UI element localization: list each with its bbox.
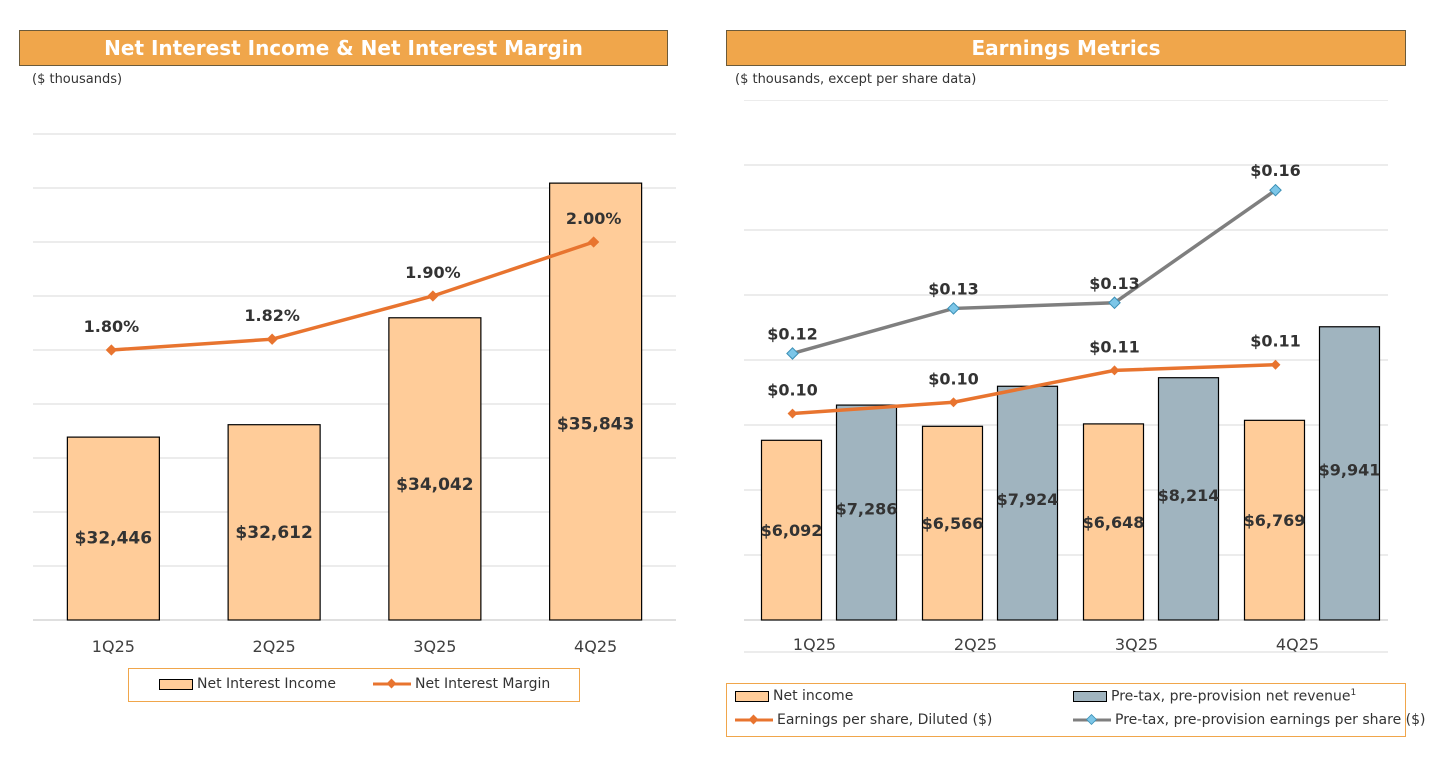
left-chart-subtitle: ($ thousands) — [32, 72, 123, 87]
pp-eps-value-label: $0.16 — [1250, 161, 1301, 180]
right-labels: $6,092 $7,286 1Q25 $6,566 $7,924 2Q25 $6,648 $8… — [761, 161, 1381, 654]
bar-net-income — [760, 439, 823, 621]
x-tick-label: 4Q25 — [574, 637, 617, 656]
pp-eps-marker — [1108, 296, 1121, 310]
bar-net-interest-income — [549, 182, 643, 621]
bar-value-label: $32,446 — [75, 529, 152, 549]
left-chart-plot: $32,446 1Q25 $32,612 2Q25 $34,042 3Q25 $35,843… — [33, 133, 676, 656]
pp-eps-marker — [786, 347, 799, 360]
right-line-series — [786, 183, 1282, 419]
x-tick-label: 2Q25 — [954, 635, 997, 654]
eps-value-label: $0.11 — [1089, 337, 1140, 356]
right-chart-plot: $6,092 $7,286 1Q25 $6,566 $7,924 2Q25 $6,648 $8… — [744, 100, 1388, 654]
bar-swatch-icon — [1073, 691, 1107, 703]
right-legend-net-income: Net income — [735, 688, 853, 704]
left-chart-title: Net Interest Income & Net Interest Margi… — [19, 30, 668, 66]
pp-eps-value-label: $0.12 — [767, 324, 818, 343]
right-legend-eps-label: Earnings per share, Diluted ($) — [777, 712, 993, 728]
bar-value-label: $7,286 — [836, 500, 898, 519]
line-value-label: 1.90% — [405, 263, 461, 282]
right-bars — [760, 326, 1381, 621]
bar-net-income — [1082, 423, 1145, 621]
bar-net-income — [1243, 419, 1306, 621]
x-tick-label: 1Q25 — [92, 637, 135, 656]
bar-value-label: $35,843 — [557, 414, 634, 434]
bar-pppnr — [1318, 326, 1381, 621]
bar-value-label: $8,214 — [1158, 486, 1220, 505]
bar-net-income — [921, 425, 984, 621]
bar-value-label: $6,769 — [1244, 511, 1306, 530]
bar-swatch-icon — [159, 678, 193, 690]
line-net-interest-margin — [111, 240, 595, 352]
bar-value-label: $6,648 — [1083, 513, 1145, 532]
left-labels: $32,446 1Q25 $32,612 2Q25 $34,042 3Q25 $35,843… — [75, 209, 635, 656]
bar-value-label: $6,566 — [922, 514, 984, 533]
x-tick-label: 1Q25 — [793, 635, 836, 654]
line-value-label: 1.82% — [244, 306, 300, 325]
x-tick-label: 4Q25 — [1276, 635, 1319, 654]
line-swatch-icon — [1073, 714, 1111, 726]
bar-net-interest-income — [227, 424, 321, 621]
right-legend: Net income Pre-tax, pre-provision net re… — [726, 683, 1425, 737]
bar-swatch-icon — [735, 690, 769, 702]
line-value-label: 1.80% — [84, 317, 140, 336]
left-legend-line-item: Net Interest Margin — [373, 676, 550, 692]
x-tick-label: 2Q25 — [253, 637, 296, 656]
x-tick-label: 3Q25 — [1115, 635, 1158, 654]
right-legend-net-income-label: Net income — [773, 688, 854, 704]
eps-value-label: $0.11 — [1250, 332, 1301, 351]
bar-value-label: $7,924 — [997, 490, 1059, 509]
line-swatch-icon — [735, 714, 773, 726]
pp-eps-value-label: $0.13 — [1089, 274, 1140, 293]
bar-net-interest-income — [66, 436, 160, 621]
line-marker — [427, 290, 439, 302]
x-tick-label: 3Q25 — [413, 637, 456, 656]
right-legend-pppnr: Pre-tax, pre-provision net revenue1 — [1073, 688, 1356, 705]
eps-marker — [787, 408, 798, 419]
line-eps-diluted — [792, 362, 1276, 416]
right-chart-title: Earnings Metrics — [726, 30, 1406, 66]
left-legend-bar-label: Net Interest Income — [197, 676, 336, 692]
right-legend-eps: Earnings per share, Diluted ($) — [735, 712, 992, 728]
bar-pppnr — [835, 404, 898, 621]
line-marker — [105, 344, 118, 356]
bar-pppnr — [1157, 377, 1220, 621]
left-bars — [66, 182, 643, 621]
footnote-marker: 1 — [1350, 688, 1357, 698]
eps-value-label: $0.10 — [928, 369, 979, 388]
left-legend-bar-item: Net Interest Income — [159, 676, 336, 692]
eps-marker — [948, 397, 959, 408]
bar-value-label: $32,612 — [235, 523, 312, 543]
line-swatch-icon — [373, 678, 411, 690]
left-legend-line-label: Net Interest Margin — [415, 676, 551, 692]
line-value-label: 2.00% — [566, 209, 622, 228]
eps-marker — [1109, 365, 1120, 376]
pp-eps-marker — [947, 302, 960, 315]
left-legend: Net Interest Income Net Interest Margin — [128, 668, 580, 702]
pp-eps-value-label: $0.13 — [928, 279, 979, 298]
eps-marker — [1270, 359, 1281, 370]
pp-eps-marker — [1269, 183, 1282, 197]
right-chart-subtitle: ($ thousands, except per share data) — [735, 72, 977, 87]
bar-value-label: $6,092 — [761, 521, 823, 540]
right-legend-ppeps: Pre-tax, pre-provision earnings per shar… — [1073, 712, 1425, 728]
right-legend-pppnr-label: Pre-tax, pre-provision net revenue — [1111, 688, 1351, 705]
bar-pppnr — [996, 385, 1059, 621]
eps-value-label: $0.10 — [767, 381, 818, 400]
line-pp-eps — [792, 188, 1277, 356]
line-marker — [266, 333, 278, 345]
line-marker — [587, 236, 600, 248]
bar-value-label: $9,941 — [1319, 460, 1381, 479]
right-legend-ppeps-label: Pre-tax, pre-provision earnings per shar… — [1115, 712, 1426, 728]
bar-value-label: $34,042 — [396, 475, 473, 495]
bar-net-interest-income — [388, 317, 482, 621]
